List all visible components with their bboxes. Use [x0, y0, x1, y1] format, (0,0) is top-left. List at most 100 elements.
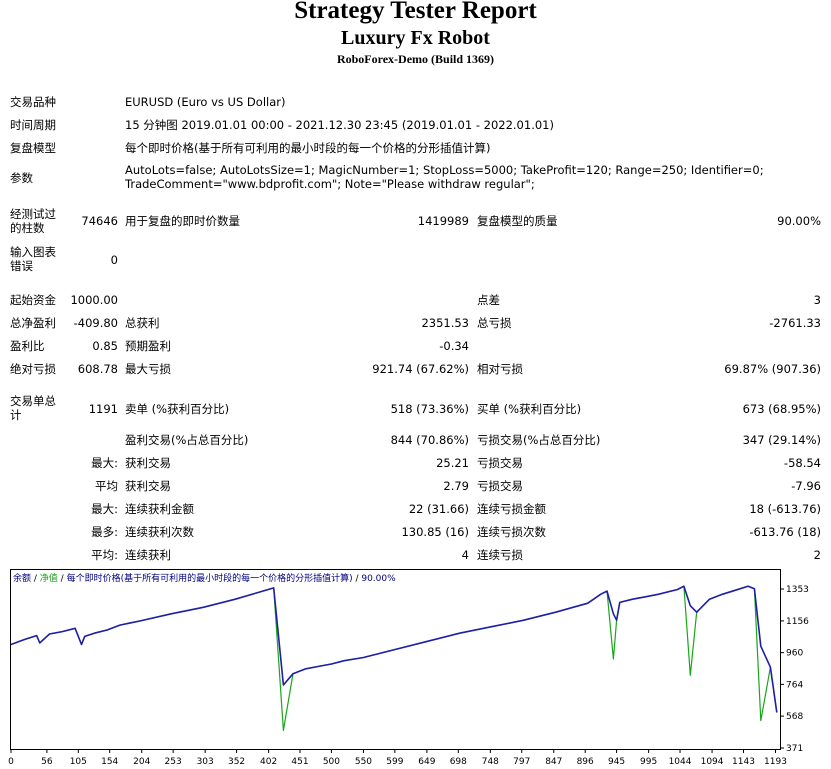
average-consecutive-losses-value: 2 — [813, 548, 821, 562]
quality-label: 复盘模型的质量 — [477, 214, 558, 228]
maximal-prefix: 最多: — [91, 525, 118, 539]
legend-separator: / — [31, 574, 40, 584]
short-positions-label: 卖单 (%获利百分比) — [125, 402, 230, 416]
absolute-drawdown-value: 608.78 — [77, 362, 118, 376]
max-consecutive-wins-value: 22 (31.66) — [408, 502, 469, 516]
params-line-1: AutoLots=false; AutoLotsSize=1; MagicNum… — [125, 163, 764, 177]
y-tick-label: 371 — [786, 744, 803, 754]
balance-line — [10, 585, 778, 713]
profit-factor-label: 盈利比 — [10, 339, 45, 353]
maximal-consecutive-loss-label: 连续亏损次数 — [477, 525, 546, 539]
legend-separator: / — [353, 574, 362, 584]
x-tick-label: 500 — [323, 757, 340, 767]
x-tick-label: 204 — [133, 757, 150, 767]
bars-value: 74646 — [81, 214, 118, 228]
x-tick-label: 1193 — [764, 757, 787, 767]
legend-separator: / — [58, 574, 67, 584]
gross-loss-value: -2761.33 — [769, 316, 821, 330]
y-tick-label: 960 — [786, 649, 803, 659]
maximal-consecutive-profit-label: 连续获利次数 — [125, 525, 194, 539]
x-tick-label: 352 — [228, 757, 245, 767]
legend-balance: 余额 — [13, 572, 31, 584]
expected-payoff-label: 预期盈利 — [125, 339, 171, 353]
max-consecutive-prefix: 最大: — [91, 502, 118, 516]
params-line-2: TradeComment="www.bdprofit.com"; Note="P… — [125, 177, 535, 191]
max-consecutive-losses-value: 18 (-613.76) — [749, 502, 821, 516]
server-build: RoboForex-Demo (Build 1369) — [336, 52, 495, 66]
gross-loss-label: 总亏损 — [477, 316, 512, 330]
ticks-value: 1419989 — [417, 214, 469, 228]
average-consecutive-wins-label: 连续获利 — [125, 548, 171, 562]
max-drawdown-label: 最大亏损 — [125, 362, 171, 376]
average-loss-value: -7.96 — [791, 479, 821, 493]
balance-chart: 余额 / 净值 / 每个即时价格(基于所有可利用的最小时段的每一个价格的分形插值… — [8, 569, 809, 767]
y-tick-label: 568 — [786, 712, 803, 722]
x-tick-label: 649 — [418, 757, 435, 767]
ticks-label: 用于复盘的即时价数量 — [125, 214, 240, 228]
max-consecutive-losses-label: 连续亏损金额 — [477, 502, 546, 516]
loss-trades-label: 亏损交易(%占总百分比) — [477, 433, 601, 447]
x-tick-label: 599 — [386, 757, 403, 767]
absolute-drawdown-label: 绝对亏损 — [10, 362, 56, 376]
x-tick-label: 896 — [577, 757, 594, 767]
largest-profit-label: 获利交易 — [125, 456, 171, 470]
largest-loss-value: -58.54 — [783, 456, 821, 470]
max-drawdown-value: 921.74 (67.62%) — [372, 362, 469, 376]
long-positions-value: 673 (68.95%) — [742, 402, 821, 416]
x-tick-label: 748 — [482, 757, 499, 767]
x-tick-label: 0 — [8, 757, 14, 767]
deposit-value: 1000.00 — [70, 293, 118, 307]
symbol-label: 交易品种 — [10, 95, 56, 109]
legend-quality: 90.00% — [361, 574, 396, 584]
gross-profit-label: 总获利 — [125, 316, 160, 330]
x-tick-label: 797 — [513, 757, 530, 767]
x-tick-label: 698 — [450, 757, 467, 767]
x-tick-label: 451 — [291, 757, 308, 767]
deposit-label: 起始资金 — [10, 293, 56, 307]
average-consecutive-losses-label: 连续亏损 — [477, 548, 523, 562]
errors-label: 输入图表错误 — [10, 245, 56, 273]
params-label: 参数 — [10, 171, 33, 185]
model-value: 每个即时价格(基于所有可利用的最小时段的每一个价格的分形插值计算) — [125, 141, 491, 155]
largest-prefix: 最大: — [91, 456, 118, 470]
largest-profit-value: 25.21 — [436, 456, 469, 470]
long-positions-label: 买单 (%获利百分比) — [477, 402, 582, 416]
total-trades-value: 1191 — [88, 402, 118, 416]
period-label: 时间周期 — [10, 118, 56, 132]
average-loss-label: 亏损交易 — [477, 479, 523, 493]
errors-value: 0 — [110, 253, 118, 267]
loss-trades-value: 347 (29.14%) — [742, 433, 821, 447]
profit-trades-label: 盈利交易(%占总百分比) — [125, 433, 249, 447]
profit-trades-value: 844 (70.86%) — [390, 433, 469, 447]
x-tick-label: 847 — [545, 757, 562, 767]
x-tick-label: 253 — [165, 757, 182, 767]
relative-drawdown-label: 相对亏损 — [477, 362, 523, 376]
x-tick-label: 105 — [70, 757, 87, 767]
x-tick-label: 402 — [260, 757, 277, 767]
maximal-consecutive-profit-value: 130.85 (16) — [401, 525, 469, 539]
period-value: 15 分钟图 2019.01.01 00:00 - 2021.12.30 23:… — [125, 118, 554, 132]
x-tick-label: 1094 — [701, 757, 724, 767]
x-tick-label: 303 — [197, 757, 214, 767]
maximal-consecutive-loss-value: -613.76 (18) — [749, 525, 821, 539]
average-consecutive-wins-value: 4 — [461, 548, 469, 562]
max-consecutive-wins-label: 连续获利金额 — [125, 502, 194, 516]
x-tick-label: 945 — [608, 757, 625, 767]
spread-label: 点差 — [477, 293, 500, 307]
legend-equity: 净值 — [40, 572, 58, 584]
x-tick-label: 1044 — [669, 757, 692, 767]
spread-value: 3 — [813, 293, 821, 307]
net-profit-label: 总净盈利 — [10, 316, 56, 330]
average-prefix: 平均 — [95, 479, 118, 493]
expected-payoff-value: -0.34 — [439, 339, 469, 353]
largest-loss-label: 亏损交易 — [477, 456, 523, 470]
bars-label: 经测试过的柱数 — [10, 207, 56, 235]
total-trades-label: 交易单总计 — [10, 394, 56, 422]
y-tick-label: 764 — [786, 680, 803, 690]
expert-name: Luxury Fx Robot — [341, 27, 490, 49]
relative-drawdown-value: 69.87% (907.36) — [724, 362, 821, 376]
y-tick-label: 1156 — [786, 617, 809, 627]
chart-legend: 余额 / 净值 / 每个即时价格(基于所有可利用的最小时段的每一个价格的分形插值… — [13, 572, 396, 584]
x-tick-label: 995 — [640, 757, 657, 767]
average-profit-value: 2.79 — [443, 479, 469, 493]
